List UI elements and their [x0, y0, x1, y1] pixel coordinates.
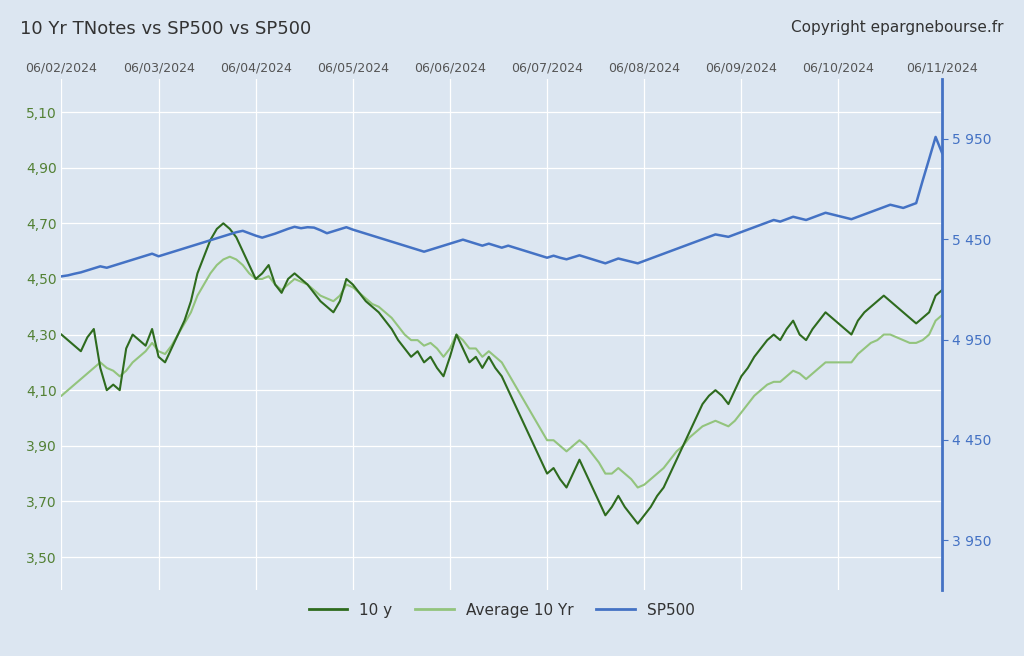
Legend: 10 y, Average 10 Yr, SP500: 10 y, Average 10 Yr, SP500 [303, 596, 700, 624]
Text: Copyright epargnebourse.fr: Copyright epargnebourse.fr [791, 20, 1004, 35]
Text: 10 Yr TNotes vs SP500 vs SP500: 10 Yr TNotes vs SP500 vs SP500 [20, 20, 311, 37]
